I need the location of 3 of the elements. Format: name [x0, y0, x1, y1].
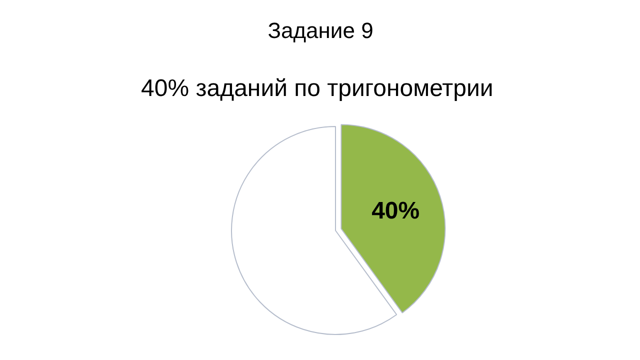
data-label: 40%: [372, 197, 420, 224]
chart-subtitle: 40% заданий по тригонометрии: [141, 75, 494, 102]
chart-title: Задание 9: [268, 18, 374, 43]
